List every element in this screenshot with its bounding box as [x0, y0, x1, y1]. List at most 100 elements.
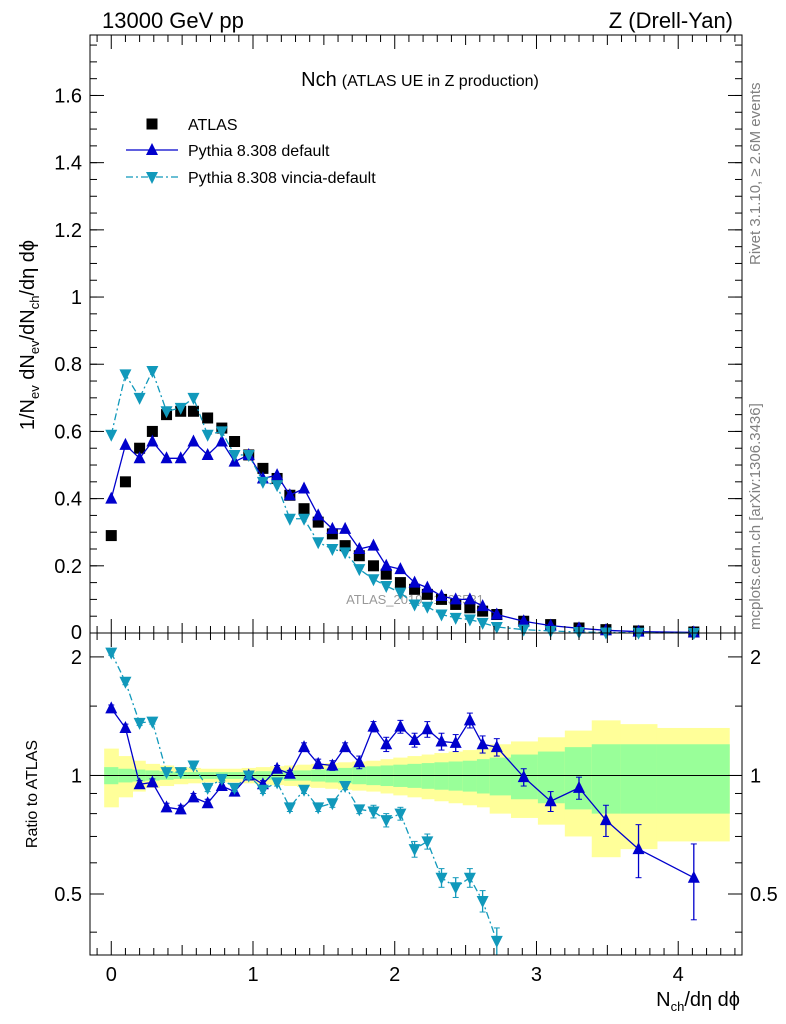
main-title-text: Nch: [301, 69, 337, 91]
data-point: [326, 544, 339, 557]
ratio-point: [187, 760, 200, 773]
ratio-point: [228, 782, 241, 795]
data-point: [449, 612, 462, 625]
ratio-y-tick-label: 2: [71, 647, 82, 669]
x-tick-label: 0: [106, 964, 117, 986]
rivet-label: Rivet 3.1.10, ≥ 2.6M events: [747, 83, 764, 266]
ratio-point: [463, 872, 476, 885]
data-point: [119, 369, 132, 382]
ratio-y-tick-label: 1: [71, 765, 82, 787]
legend-marker: [146, 118, 158, 130]
ratio-point: [146, 775, 159, 788]
data-point: [283, 488, 296, 501]
data-point: [174, 402, 187, 415]
data-point: [105, 491, 118, 504]
ratio-point: [490, 740, 503, 753]
uncertainty-band-inner: [489, 757, 512, 796]
legend-label: Pythia 8.308 vincia-default: [188, 170, 376, 187]
data-point: [146, 434, 159, 447]
main-y-axis: 0.2 0.4 0.6 0.8 1 1.2 1.4 1.6 0: [54, 44, 742, 644]
data-point: [312, 537, 325, 550]
y-tick-label: 1: [71, 287, 82, 309]
ratio-point: [312, 756, 325, 769]
ratio-y-axis: 0.5 0.5 1 1 2 2: [54, 647, 778, 933]
y-tick-label: 0.2: [54, 556, 82, 578]
uncertainty-band-inner: [448, 761, 464, 791]
main-panel: Nch(ATLAS UE in Z production) ATLAS_2019…: [17, 34, 743, 644]
ratio-point: [174, 802, 187, 815]
ratio-point: [326, 758, 339, 771]
data-point: [464, 602, 476, 614]
data-point: [394, 587, 407, 600]
data-point: [202, 412, 214, 424]
data-point: [339, 547, 352, 560]
ratio-point: [201, 782, 214, 795]
ratio-point: [463, 713, 476, 726]
data-point: [215, 434, 228, 447]
ratio-point: [380, 737, 393, 750]
ratio-y-axis-label: Ratio to ATLAS: [24, 740, 41, 848]
ratio-point: [160, 800, 173, 813]
data-point: [367, 560, 379, 572]
data-point: [450, 598, 462, 610]
data-point: [187, 405, 199, 417]
ratio-point: [449, 882, 462, 895]
ratio-point: [449, 735, 462, 748]
ratio-point: [174, 767, 187, 780]
uncertainty-band-inner: [476, 759, 491, 794]
ratio-point: [133, 717, 146, 730]
data-point: [312, 508, 325, 521]
data-point: [187, 434, 200, 447]
data-point: [271, 468, 284, 481]
data-point: [490, 607, 503, 620]
data-point: [380, 568, 392, 580]
ratio-point: [599, 813, 612, 826]
data-point: [449, 592, 462, 605]
data-point: [326, 521, 339, 534]
data-point: [146, 425, 158, 437]
uncertainty-band-inner: [591, 744, 621, 814]
data-point: [380, 558, 393, 571]
data-point: [380, 580, 393, 593]
ratio-point: [312, 802, 325, 815]
ratio-point: [105, 647, 118, 660]
data-point: [687, 627, 700, 640]
data-point: [326, 528, 338, 540]
y-tick-label: 0.4: [54, 489, 82, 511]
data-point: [146, 365, 159, 378]
ratio-point: [408, 844, 421, 857]
ratio-point: [353, 804, 366, 817]
ratio-point: [687, 870, 700, 883]
ratio-point: [573, 780, 585, 793]
ratio-point: [298, 784, 311, 797]
x-axis-label: Nch/dη dϕ: [656, 989, 740, 1014]
data-point: [367, 574, 380, 587]
ratio-point: [119, 676, 132, 689]
legend-marker: [146, 172, 158, 184]
ratio-point: [394, 808, 407, 821]
data-point: [215, 426, 228, 439]
y-tick-label: 0.6: [54, 421, 82, 443]
ratio-point: [367, 719, 380, 732]
ratio-point: [271, 761, 284, 774]
legend: ATLAS Pythia 8.308 default Pythia 8.308 vi…: [126, 117, 376, 187]
ratio-point: [476, 895, 489, 908]
legend-label: Pythia 8.308 default: [188, 143, 330, 160]
data-point: [435, 589, 448, 602]
ratio-point: [146, 716, 159, 729]
data-point: [298, 513, 311, 526]
data-point: [421, 580, 434, 593]
y-tick-label: 1.6: [54, 85, 82, 107]
data-point: [409, 583, 421, 595]
data-point: [228, 449, 241, 462]
uncertainty-band-inner: [656, 744, 730, 814]
data-point: [271, 480, 284, 493]
legend-label: ATLAS: [188, 117, 238, 134]
ratio-point: [421, 836, 434, 849]
data-point: [435, 609, 448, 622]
main-title: Nch (ATLAS UE in Z production): [301, 69, 539, 91]
ratio-point: [201, 796, 214, 809]
data-point: [119, 476, 131, 488]
ratio-panel: 0.5 0.5 1 1 2 2 0 1 2 3 4 Ratio to ATLAS Nch/dη d…: [24, 35, 778, 1014]
header-right: Z (Drell-Yan): [609, 8, 733, 33]
